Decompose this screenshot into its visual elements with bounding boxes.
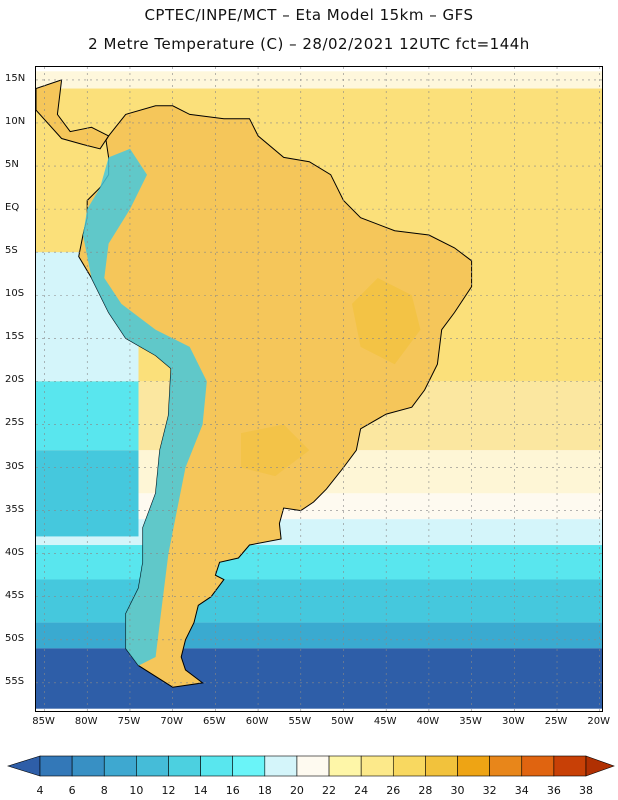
colorbar-tick-label: 8	[100, 784, 108, 797]
ocean-band	[36, 622, 602, 649]
longitude-tick-label: 40W	[416, 716, 440, 727]
latitude-tick-label: 45S	[5, 589, 25, 601]
colorbar-tick-label: 32	[482, 784, 497, 797]
chart-title-line2: 2 Metre Temperature (C) – 28/02/2021 12U…	[88, 35, 530, 53]
colorbar-swatch	[489, 755, 523, 777]
colorbar-swatch	[392, 755, 426, 777]
latitude-tick-label: EQ	[5, 202, 20, 214]
latitude-tick-label: 30S	[5, 460, 25, 472]
colorbar-tick-label: 14	[193, 784, 208, 797]
longitude-tick-label: 25W	[544, 716, 568, 727]
colorbar-swatch	[232, 755, 266, 777]
south-america-continent	[78, 105, 473, 688]
longitude-tick-label: 30W	[502, 716, 525, 727]
colorbar-swatch	[360, 755, 394, 777]
colorbar-high-arrow	[585, 755, 615, 777]
colorbar-tick-label: 22	[322, 784, 337, 797]
colorbar-tick-label: 30	[450, 784, 465, 797]
colorbar-tick-label: 26	[386, 784, 401, 797]
latitude-tick-label: 15S	[5, 331, 25, 343]
colorbar-tick-label: 4	[36, 784, 44, 797]
colorbar-tick-label: 16	[225, 784, 240, 797]
colorbar-swatch	[200, 755, 234, 777]
colorbar-swatch	[103, 755, 137, 777]
colorbar-swatch	[71, 755, 105, 777]
central-america	[36, 79, 110, 150]
colorbar-low-arrow	[6, 755, 41, 777]
land-layer	[36, 79, 473, 688]
longitude-tick-label: 35W	[459, 716, 482, 727]
andes-cool-region	[83, 148, 207, 666]
map-panel	[35, 66, 603, 712]
colorbar-swatch	[457, 755, 490, 777]
ocean-band	[36, 579, 602, 623]
colorbar-tick-label: 12	[161, 784, 176, 797]
colorbar-tick-label: 34	[514, 784, 529, 797]
temperature-map	[36, 67, 602, 711]
colorbar-swatch	[553, 755, 587, 777]
colorbar-tick-label: 36	[546, 784, 561, 797]
latitude-tick-label: 20S	[5, 374, 25, 386]
colorbar-tick-label: 24	[354, 784, 369, 797]
warm-region	[352, 278, 421, 365]
colorbar-tick-label: 28	[418, 784, 433, 797]
colorbar-swatch	[425, 755, 458, 777]
colorbar-swatch	[39, 755, 73, 777]
colorbar-tick-label: 18	[257, 784, 272, 797]
ocean-band	[36, 648, 602, 709]
colorbar-swatch	[136, 755, 169, 777]
colorbar-tick-label: 6	[68, 784, 76, 797]
latitude-tick-label: 35S	[5, 503, 25, 515]
latitude-tick-label: 10S	[5, 288, 25, 300]
latitude-tick-label: 40S	[5, 546, 25, 558]
latitude-tick-label: 5N	[5, 159, 19, 171]
latitude-tick-label: 10N	[5, 115, 26, 127]
longitude-tick-label: 65W	[203, 716, 226, 727]
colorbar-swatch	[521, 755, 555, 777]
longitude-tick-label: 85W	[32, 716, 55, 727]
longitude-tick-label: 70W	[160, 716, 183, 727]
longitude-tick-label: 75W	[117, 716, 141, 727]
colorbar-swatch	[296, 755, 330, 777]
colorbar-tick-label: 10	[129, 784, 144, 797]
longitude-tick-label: 50W	[331, 716, 354, 727]
colorbar-tick-label: 20	[289, 784, 304, 797]
longitude-tick-label: 45W	[373, 716, 397, 727]
latitude-tick-label: 55S	[5, 675, 25, 687]
latitude-tick-label: 50S	[5, 632, 25, 644]
latitude-tick-label: 15N	[5, 72, 26, 84]
graticule	[36, 67, 602, 711]
colorbar-swatch	[264, 755, 298, 777]
longitude-tick-label: 80W	[74, 716, 98, 727]
colorbar-swatch	[328, 755, 362, 777]
latitude-tick-label: 25S	[5, 417, 25, 429]
colorbar-swatch	[168, 755, 201, 777]
longitude-tick-label: 55W	[288, 716, 312, 727]
longitude-tick-label: 20W	[587, 716, 611, 727]
chart-title-line1: CPTEC/INPE/MCT – Eta Model 15km – GFS	[144, 6, 474, 24]
longitude-tick-label: 60W	[245, 716, 269, 727]
colorbar	[6, 755, 615, 777]
latitude-tick-label: 5S	[5, 245, 18, 257]
ocean-band	[36, 545, 602, 580]
colorbar-tick-label: 38	[579, 784, 593, 797]
